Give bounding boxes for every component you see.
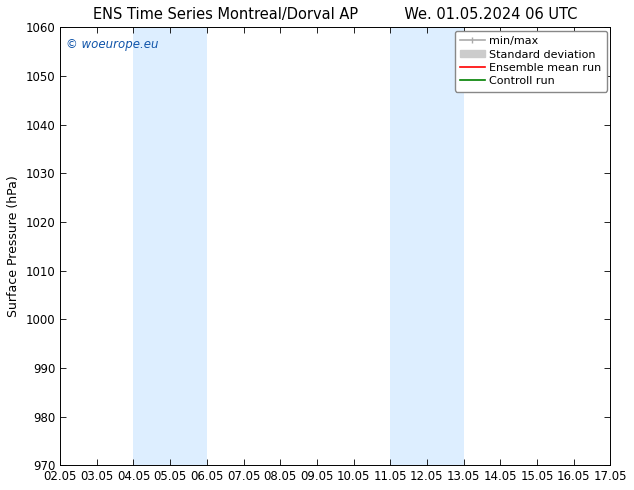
- Text: © woeurope.eu: © woeurope.eu: [65, 38, 158, 51]
- Title: ENS Time Series Montreal/Dorval AP          We. 01.05.2024 06 UTC: ENS Time Series Montreal/Dorval AP We. 0…: [93, 7, 578, 22]
- Y-axis label: Surface Pressure (hPa): Surface Pressure (hPa): [7, 175, 20, 317]
- Legend: min/max, Standard deviation, Ensemble mean run, Controll run: min/max, Standard deviation, Ensemble me…: [455, 30, 607, 92]
- Bar: [134, 27, 207, 465]
- Bar: [391, 27, 463, 465]
